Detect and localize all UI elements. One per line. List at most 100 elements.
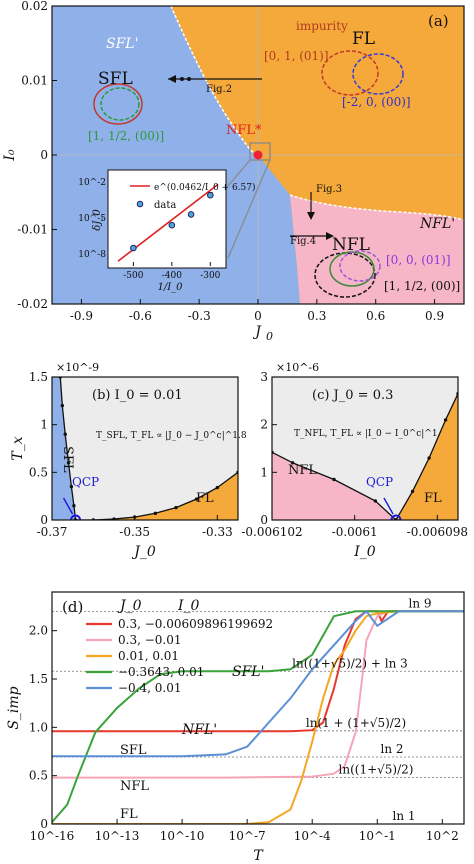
inset: -500 -400 -300 10^-2 10^-5 10^-8 1/I_0 δJ_0 e^(0… bbox=[78, 169, 256, 293]
annotation-fl-state1: [0, 1, (01)] bbox=[264, 49, 329, 63]
a-xtick: 0 bbox=[254, 309, 262, 323]
label-sfl: SFL bbox=[60, 446, 75, 473]
boundary-point bbox=[427, 456, 431, 460]
panel-title: (b) I_0 = 0.01 bbox=[92, 388, 183, 403]
a-ytick: 0.02 bbox=[21, 0, 48, 13]
xtick: -0.0061 bbox=[332, 525, 378, 539]
inset-xtick: -500 bbox=[123, 271, 143, 281]
label-qcp: QCP bbox=[72, 475, 99, 489]
label-fl: FL bbox=[196, 491, 214, 506]
ytick: 3 bbox=[260, 370, 268, 384]
inset-legend-data: data bbox=[154, 200, 176, 211]
inset-data-point bbox=[130, 244, 137, 252]
a-ytick: 0 bbox=[40, 148, 48, 162]
boundary-point bbox=[373, 499, 378, 503]
annotation-nfl-star: NFL* bbox=[226, 123, 262, 138]
nfl-star-marker bbox=[253, 150, 263, 160]
inset-data-point bbox=[207, 191, 214, 199]
panel-c: -0.006102 -0.0061 -0.006098 0 1 2 3 ×10^-6 (c) J… bbox=[241, 361, 468, 560]
d-ytick: 2.0 bbox=[29, 624, 48, 638]
d-xtick: 10^-4 bbox=[294, 829, 331, 843]
annotation-nfl-state1: [0, 0, (01)] bbox=[386, 253, 451, 267]
xlabel: J_0 bbox=[131, 544, 156, 560]
inset-ytick: 10^-8 bbox=[78, 250, 106, 260]
reference-label: ln 2 bbox=[380, 742, 403, 756]
xtick: -0.37 bbox=[37, 525, 68, 539]
label-qcp: QCP bbox=[366, 475, 393, 489]
panel-d: ln 9 ln((1+√5)/2) + ln 3 ln(1 + (1+√5)/2) l… bbox=[6, 591, 465, 864]
d-ytick: 0 bbox=[40, 817, 48, 831]
curve-label-fl: FL bbox=[120, 807, 138, 822]
a-panel-label: (a) bbox=[428, 12, 449, 30]
a-ytick: 0.01 bbox=[21, 74, 48, 88]
boundary-point bbox=[69, 484, 74, 489]
panel-a: -0.9 -0.6 -0.3 0 0.3 0.6 0.9 0.02 0.01 0 -0.01 -0.0… bbox=[2, 0, 465, 343]
legend-entry: −0.3643, 0.01 bbox=[118, 665, 204, 679]
a-xtick: 0.9 bbox=[425, 309, 444, 323]
panel-title: (c) J_0 = 0.3 bbox=[312, 388, 393, 403]
ytick: 1 bbox=[40, 418, 48, 432]
y-scale: ×10^-9 bbox=[56, 361, 99, 374]
inset-xlabel: 1/I_0 bbox=[157, 282, 183, 293]
region-fl-b bbox=[75, 472, 238, 520]
inset-ytick: 10^-5 bbox=[78, 214, 106, 224]
region-label-sfl: SFL bbox=[98, 69, 133, 89]
boundary-point bbox=[66, 461, 71, 465]
reference-label: ln 9 bbox=[408, 597, 431, 611]
region-sfl-b bbox=[52, 377, 76, 520]
d-xtick: 10^-16 bbox=[30, 829, 75, 843]
boundary-point bbox=[63, 432, 67, 436]
label-scaling: T_SFL, T_FL ∝ |J_0 − J_0^c|^1.8 bbox=[96, 431, 247, 441]
region-label-sflprime: SFL' bbox=[106, 36, 138, 52]
ytick: 0 bbox=[40, 513, 48, 527]
legend-entry: 0.01, 0.01 bbox=[118, 649, 179, 663]
annotation-fig2: Fig.2 bbox=[206, 84, 232, 95]
legend-entry: −0.4, 0.01 bbox=[118, 681, 182, 695]
qcp-marker bbox=[70, 514, 82, 520]
boundary-point bbox=[112, 517, 116, 520]
series-line bbox=[52, 610, 464, 823]
d-ytick: 1.5 bbox=[29, 672, 48, 686]
xtick: -0.006102 bbox=[241, 525, 302, 539]
legend-header-i0: I_0 bbox=[177, 598, 200, 614]
d-ylabel: S_imp bbox=[6, 686, 22, 729]
ytick: 0.5 bbox=[29, 465, 48, 479]
label-fl: FL bbox=[424, 491, 442, 506]
legend-entry: 0.3, −0.01 bbox=[118, 633, 182, 647]
d-panel-label: (d) bbox=[62, 598, 83, 616]
legend-entry: 0.3, −0.00609896199692 bbox=[118, 617, 273, 631]
boundary-point bbox=[290, 461, 295, 465]
d-ytick: 0.5 bbox=[29, 769, 48, 783]
reference-label: ln((1+√5)/2) bbox=[339, 763, 414, 777]
reference-label: ln((1+√5)/2) + ln 3 bbox=[292, 656, 408, 670]
inset-xtick: -300 bbox=[200, 271, 220, 281]
boundary-point bbox=[60, 403, 65, 408]
xlabel: I_0 bbox=[353, 544, 376, 560]
d-xtick: 10^2 bbox=[426, 829, 459, 843]
inset-data-point bbox=[187, 211, 195, 218]
boundary-point bbox=[215, 485, 220, 490]
d-ytick: 1.0 bbox=[29, 720, 48, 734]
boundary-point bbox=[72, 504, 76, 508]
a-xtick: 0.6 bbox=[366, 309, 385, 323]
boundary-point bbox=[410, 489, 415, 494]
a-ylabel: I₀ bbox=[2, 149, 18, 162]
ytick: 1.5 bbox=[29, 370, 48, 384]
reference-label: ln 1 bbox=[392, 809, 415, 823]
label-nfl: NFL bbox=[288, 463, 317, 478]
inset-ylabel: δJ_0 bbox=[92, 209, 103, 231]
inset-xtick: -400 bbox=[162, 271, 182, 281]
annotation-fl-state2: [-2, 0, (00)] bbox=[342, 95, 411, 109]
xtick: -0.35 bbox=[119, 525, 150, 539]
a-xtick: -0.9 bbox=[70, 309, 93, 323]
region-nfl bbox=[258, 155, 464, 304]
a-ytick: -0.02 bbox=[17, 297, 48, 311]
jagged-boundary-upper bbox=[170, 6, 259, 156]
d-xtick: 10^-1 bbox=[359, 829, 396, 843]
annotation-sfl-state: [1, 1/2, (00)] bbox=[88, 129, 164, 143]
inset-data-point bbox=[168, 221, 176, 229]
ylabel: T_x bbox=[10, 436, 26, 460]
d-xtick: 10^-7 bbox=[229, 829, 266, 843]
ytick: 0 bbox=[260, 513, 268, 527]
